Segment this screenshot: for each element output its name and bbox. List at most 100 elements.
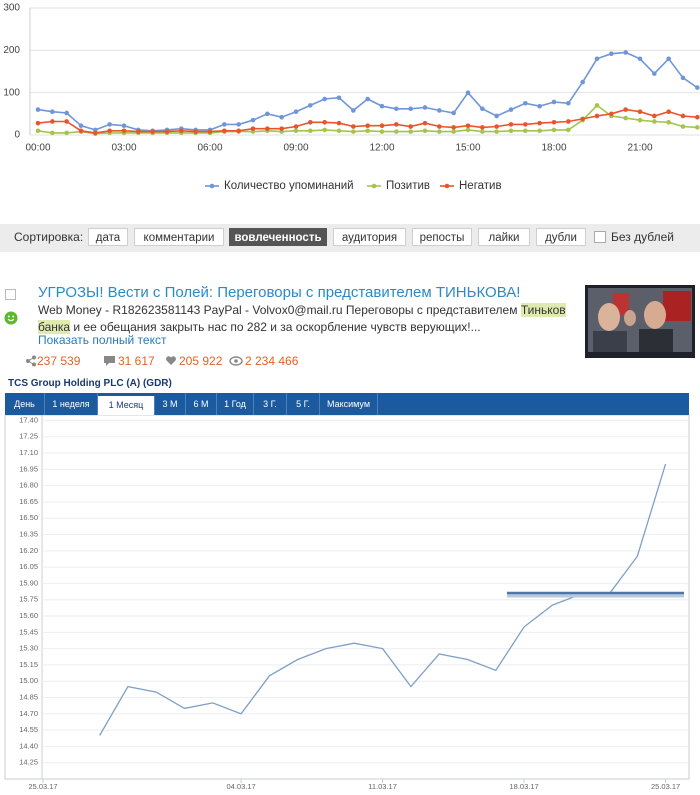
data-point	[351, 124, 356, 129]
x-tick-label: 04.03.17	[226, 782, 255, 791]
stat-comments: 31 617	[118, 354, 155, 368]
data-point	[523, 122, 528, 127]
sort-button[interactable]: вовлеченность	[229, 228, 327, 246]
data-point	[35, 120, 41, 126]
y-tick-label: 16.05	[19, 562, 38, 571]
data-point	[50, 109, 55, 115]
thumbnail[interactable]	[585, 285, 695, 358]
price-line	[99, 463, 667, 736]
data-point	[451, 110, 456, 116]
data-point	[566, 127, 571, 133]
data-point	[609, 51, 614, 57]
data-point	[609, 111, 614, 117]
sort-button[interactable]: дата	[88, 228, 128, 246]
data-point	[695, 85, 700, 90]
data-point	[93, 130, 98, 136]
data-point	[351, 129, 356, 134]
y-tick-label: 14.55	[19, 725, 38, 734]
data-point	[308, 103, 313, 108]
stock-title: TCS Group Holding PLC (A) (GDR)	[8, 378, 172, 389]
sort-button[interactable]: аудитория	[333, 228, 406, 246]
data-point	[451, 129, 456, 134]
data-point	[537, 120, 542, 126]
data-point	[680, 75, 686, 81]
stat-likes: 205 922	[179, 354, 223, 368]
data-point	[78, 128, 84, 134]
x-tick-label: 18:00	[541, 143, 566, 154]
sort-bar: Сортировка: дата комментарии вовлеченность…	[0, 224, 700, 252]
post-checkbox[interactable]	[5, 289, 16, 300]
data-point	[508, 122, 514, 127]
data-point	[365, 123, 370, 128]
data-point	[523, 128, 528, 134]
data-point	[121, 123, 127, 128]
data-point	[437, 129, 442, 134]
data-point	[222, 128, 227, 134]
checkbox[interactable]	[594, 231, 606, 243]
tab[interactable]: 1 Год	[217, 393, 254, 415]
legend-marker	[444, 183, 450, 189]
data-point	[193, 129, 198, 134]
tab[interactable]: 1 неделя	[45, 393, 98, 415]
data-point	[293, 128, 299, 134]
data-point	[379, 129, 385, 134]
y-tick-label: 200	[3, 45, 20, 56]
stat-reposts: 237 539	[37, 354, 81, 368]
y-tick-label: 14.70	[19, 709, 38, 718]
sort-button[interactable]: лайки	[478, 228, 530, 246]
sort-button[interactable]: репосты	[412, 228, 472, 246]
tab[interactable]: День	[5, 393, 45, 415]
tab[interactable]: 1 Месяц	[98, 396, 155, 415]
y-tick-label: 14.40	[19, 741, 38, 750]
data-point	[422, 105, 428, 110]
data-point	[308, 128, 313, 134]
data-point	[150, 129, 155, 134]
y-tick-label: 17.10	[19, 448, 38, 457]
y-tick-label: 14.25	[19, 758, 38, 767]
data-point	[494, 124, 499, 129]
data-point	[580, 116, 585, 122]
y-tick-label: 16.20	[19, 546, 38, 555]
data-point	[293, 124, 299, 129]
show-more-link[interactable]: Показать полный текст	[38, 333, 167, 347]
data-point	[480, 106, 485, 112]
tab[interactable]: 5 Г.	[287, 393, 320, 415]
data-point	[623, 50, 628, 55]
x-tick-label: 18.03.17	[509, 782, 538, 791]
sort-button[interactable]: дубли	[536, 228, 586, 246]
data-point	[695, 114, 700, 120]
data-point	[222, 122, 227, 127]
checkbox-label[interactable]: Без дублей	[611, 230, 674, 244]
x-tick-label: 21:00	[627, 143, 652, 154]
data-point	[437, 108, 442, 113]
post-title[interactable]: УГРОЗЫ! Вести с Полей: Переговоры с пред…	[38, 284, 521, 301]
data-point	[494, 113, 499, 119]
data-point	[408, 129, 413, 134]
data-point	[465, 127, 471, 133]
data-point	[35, 107, 41, 112]
data-point	[207, 129, 213, 134]
data-point	[465, 123, 471, 128]
series-line	[37, 51, 698, 132]
tab[interactable]: 6 М	[186, 393, 217, 415]
data-point	[580, 79, 585, 85]
data-point	[623, 115, 628, 121]
tab[interactable]: Максимум	[320, 393, 378, 415]
data-point	[336, 128, 342, 134]
data-point	[680, 124, 686, 129]
data-point	[637, 56, 643, 62]
data-point	[551, 120, 557, 125]
x-tick-label: 12:00	[369, 143, 394, 154]
data-point	[666, 109, 671, 115]
y-tick-label: 16.65	[19, 497, 38, 506]
data-point	[265, 126, 270, 131]
sort-button[interactable]: комментарии	[134, 228, 224, 246]
tab[interactable]: 3 Г.	[254, 393, 287, 415]
data-point	[594, 103, 600, 108]
data-point	[379, 123, 385, 128]
y-tick-label: 15.60	[19, 611, 38, 620]
tab[interactable]: 3 М	[155, 393, 186, 415]
mentions-chart: 0 100 200 300 00:00 03:00 06:00 09:00 12:00 15:00…	[3, 3, 700, 192]
x-tick-label: 06:00	[197, 143, 222, 154]
